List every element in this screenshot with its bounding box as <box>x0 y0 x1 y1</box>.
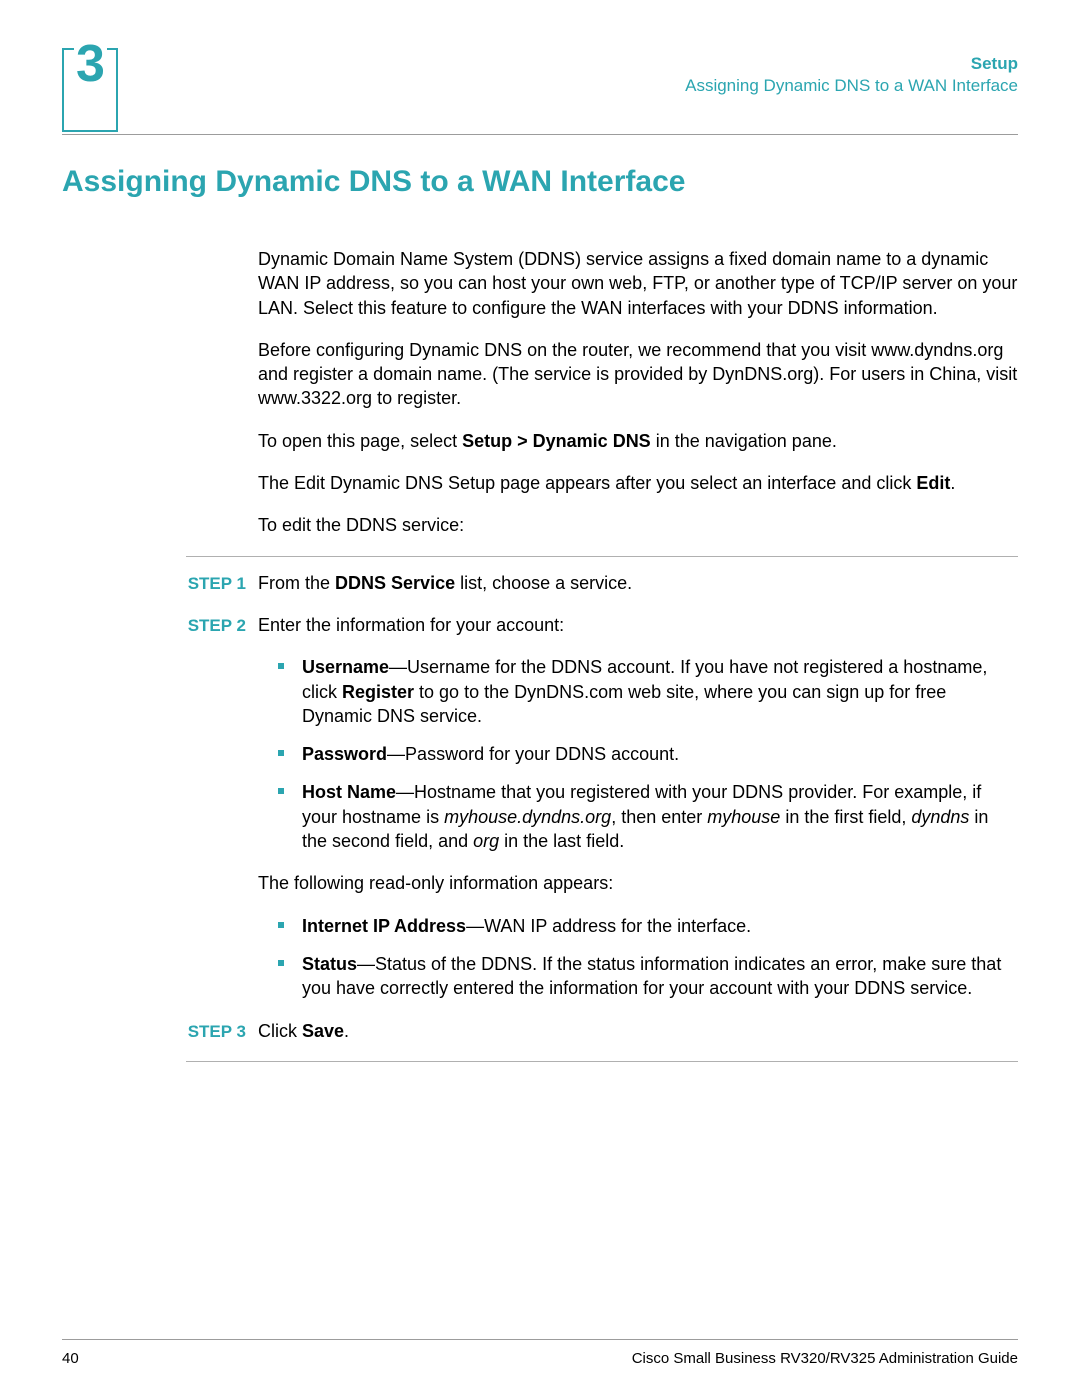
page-number: 40 <box>62 1350 79 1367</box>
step-label: STEP 3 <box>182 1022 258 1042</box>
ddns-service-bold: DDNS Service <box>335 573 455 593</box>
section-title: Assigning Dynamic DNS to a WAN Interface <box>62 165 1018 199</box>
step-num: 1 <box>237 574 246 593</box>
hostname-bold: Host Name <box>302 782 396 802</box>
text: From the <box>258 573 335 593</box>
text: in the last field. <box>499 831 624 851</box>
text: . <box>950 473 955 493</box>
step-3: STEP 3 Click Save. <box>258 1019 1018 1043</box>
step-2: STEP 2 Enter the information for your ac… <box>258 613 1018 637</box>
status-bold: Status <box>302 954 357 974</box>
footer-row: 40 Cisco Small Business RV320/RV325 Admi… <box>62 1350 1018 1367</box>
bullet-username: Username—Username for the DDNS account. … <box>302 655 1018 728</box>
body-content: Dynamic Domain Name System (DDNS) servic… <box>258 247 1018 1062</box>
step-prefix: STEP <box>188 574 237 593</box>
header-subtitle: Assigning Dynamic DNS to a WAN Interface <box>685 76 1018 96</box>
page-header: 3 Setup Assigning Dynamic DNS to a WAN I… <box>62 48 1018 132</box>
text: , then enter <box>611 807 707 827</box>
text: list, choose a service. <box>455 573 632 593</box>
bullet-icon <box>278 663 284 669</box>
header-setup-label: Setup <box>685 54 1018 74</box>
register-bold: Register <box>342 682 414 702</box>
text: —Password for your DDNS account. <box>387 744 679 764</box>
step-label: STEP 1 <box>182 574 258 594</box>
step-3-text: Click Save. <box>258 1019 1018 1043</box>
save-bold: Save <box>302 1021 344 1041</box>
chapter-number: 3 <box>74 38 107 90</box>
step-2-text: Enter the information for your account: <box>258 613 1018 637</box>
step-1-text: From the DDNS Service list, choose a ser… <box>258 571 1018 595</box>
readonly-lead: The following read-only information appe… <box>258 871 1018 895</box>
password-bold: Password <box>302 744 387 764</box>
hostname-example-1: myhouse.dyndns.org <box>444 807 611 827</box>
text: The Edit Dynamic DNS Setup page appears … <box>258 473 916 493</box>
hostname-example-3: dyndns <box>911 807 969 827</box>
bullet-icon <box>278 922 284 928</box>
text: —Status of the DDNS. If the status infor… <box>302 954 1001 998</box>
step-rule-top <box>186 556 1018 557</box>
step-1: STEP 1 From the DDNS Service list, choos… <box>258 571 1018 595</box>
step-rule-bottom <box>186 1061 1018 1062</box>
bullet-hostname: Host Name—Hostname that you registered w… <box>302 780 1018 853</box>
account-info-list: Username—Username for the DDNS account. … <box>302 655 1018 853</box>
nav-instruction: To open this page, select Setup > Dynami… <box>258 429 1018 453</box>
hostname-example-2: myhouse <box>707 807 780 827</box>
header-right: Setup Assigning Dynamic DNS to a WAN Int… <box>685 48 1018 96</box>
step-label: STEP 2 <box>182 616 258 636</box>
nav-path-bold: Setup > Dynamic DNS <box>462 431 651 451</box>
username-bold: Username <box>302 657 389 677</box>
bullet-icon <box>278 788 284 794</box>
text: . <box>344 1021 349 1041</box>
text: Click <box>258 1021 302 1041</box>
text: in the navigation pane. <box>651 431 837 451</box>
step-prefix: STEP <box>188 616 237 635</box>
page-footer: 40 Cisco Small Business RV320/RV325 Admi… <box>62 1339 1018 1367</box>
step-num: 2 <box>237 616 246 635</box>
footer-rule <box>62 1339 1018 1340</box>
bullet-status: Status—Status of the DDNS. If the status… <box>302 952 1018 1001</box>
guide-title: Cisco Small Business RV320/RV325 Adminis… <box>632 1350 1018 1367</box>
ip-address-bold: Internet IP Address <box>302 916 466 936</box>
text: To open this page, select <box>258 431 462 451</box>
text: in the first field, <box>780 807 911 827</box>
bullet-icon <box>278 750 284 756</box>
readonly-list: Internet IP Address—WAN IP address for t… <box>302 914 1018 1001</box>
bullet-ip-address: Internet IP Address—WAN IP address for t… <box>302 914 1018 938</box>
bullet-password: Password—Password for your DDNS account. <box>302 742 1018 766</box>
header-rule <box>62 134 1018 135</box>
step-prefix: STEP <box>188 1022 237 1041</box>
edit-instruction: The Edit Dynamic DNS Setup page appears … <box>258 471 1018 495</box>
text: —WAN IP address for the interface. <box>466 916 751 936</box>
intro-paragraph-1: Dynamic Domain Name System (DDNS) servic… <box>258 247 1018 320</box>
step-num: 3 <box>237 1022 246 1041</box>
bullet-icon <box>278 960 284 966</box>
intro-paragraph-2: Before configuring Dynamic DNS on the ro… <box>258 338 1018 411</box>
edit-bold: Edit <box>916 473 950 493</box>
document-page: 3 Setup Assigning Dynamic DNS to a WAN I… <box>0 0 1080 1397</box>
edit-service-lead: To edit the DDNS service: <box>258 513 1018 537</box>
hostname-example-4: org <box>473 831 499 851</box>
chapter-box: 3 <box>62 48 118 132</box>
